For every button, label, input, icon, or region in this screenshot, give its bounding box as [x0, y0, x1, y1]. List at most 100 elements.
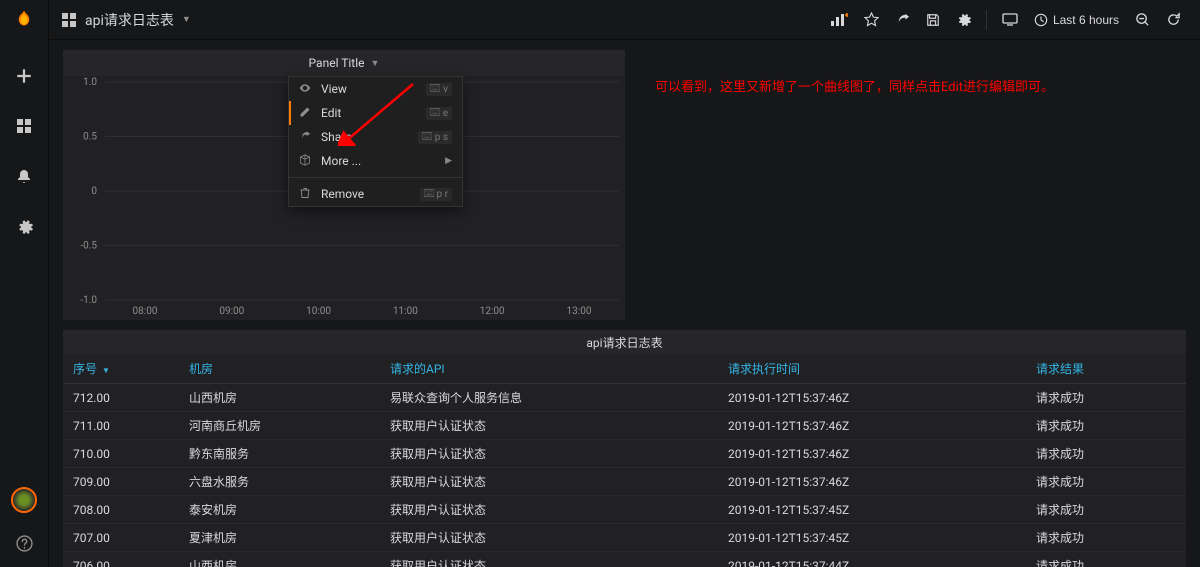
time-range-button[interactable]: Last 6 hours	[1027, 6, 1126, 34]
log-table: 序号 ▼机房请求的API请求执行时间请求结果 712.00山西机房易联众查询个人…	[63, 354, 1186, 567]
cycle-view-button[interactable]	[995, 6, 1025, 34]
zoom-out-button[interactable]	[1128, 6, 1157, 34]
help-icon[interactable]	[14, 533, 34, 553]
table-cell: 2019-01-12T15:37:45Z	[718, 524, 1026, 552]
kbd-hint: p s	[418, 131, 452, 144]
svg-text:11:00: 11:00	[393, 306, 418, 317]
table-cell: 2019-01-12T15:37:45Z	[718, 496, 1026, 524]
table-cell: 2019-01-12T15:37:46Z	[718, 412, 1026, 440]
star-button[interactable]	[857, 6, 886, 34]
table-cell: 山西机房	[179, 384, 380, 412]
menu-item-remove[interactable]: Remove p r	[289, 182, 462, 206]
table-cell: 请求成功	[1026, 384, 1186, 412]
table-cell: 获取用户认证状态	[380, 524, 718, 552]
table-row[interactable]: 711.00河南商丘机房获取用户认证状态2019-01-12T15:37:46Z…	[63, 412, 1186, 440]
annotation-text: 可以看到，这里又新增了一个曲线图了，同样点击Edit进行编辑即可。	[635, 50, 1186, 320]
left-nav	[0, 0, 49, 567]
menu-item-label: Remove	[321, 187, 410, 201]
menu-item-label: Share	[321, 130, 408, 144]
content: Panel Title ▼ 1.00.50-0.5-1.0 08:0009:00…	[49, 40, 1200, 567]
table-cell: 请求成功	[1026, 440, 1186, 468]
panel-header[interactable]: Panel Title ▼	[63, 50, 625, 76]
menu-item-view[interactable]: Viewv	[289, 77, 462, 101]
table-cell: 夏津机房	[179, 524, 380, 552]
dashboard-icon	[61, 12, 77, 28]
table-cell: 2019-01-12T15:37:46Z	[718, 468, 1026, 496]
settings-button[interactable]	[949, 6, 978, 34]
table-cell: 请求成功	[1026, 468, 1186, 496]
menu-item-more[interactable]: More ... ▶	[289, 149, 462, 173]
add-panel-button[interactable]	[823, 6, 855, 34]
share-button[interactable]	[888, 6, 917, 34]
gear-icon[interactable]	[14, 216, 34, 236]
dashboard-title-text: api请求日志表	[85, 10, 174, 30]
menu-item-share[interactable]: Share p s	[289, 125, 462, 149]
table-cell: 711.00	[63, 412, 179, 440]
bell-icon[interactable]	[14, 166, 34, 186]
table-row[interactable]: 706.00山西机房获取用户认证状态2019-01-12T15:37:44Z请求…	[63, 552, 1186, 567]
table-panel-title[interactable]: api请求日志表	[63, 330, 1186, 354]
menu-item-label: Edit	[321, 106, 416, 120]
refresh-button[interactable]	[1159, 6, 1188, 34]
avatar[interactable]	[11, 487, 37, 513]
cube-icon	[299, 154, 311, 169]
kbd-hint: v	[426, 83, 452, 96]
grid-icon[interactable]	[14, 116, 34, 136]
table-cell: 请求成功	[1026, 524, 1186, 552]
chevron-down-icon: ▼	[182, 14, 191, 25]
table-row[interactable]: 710.00黔东南服务获取用户认证状态2019-01-12T15:37:46Z请…	[63, 440, 1186, 468]
save-button[interactable]	[919, 6, 947, 34]
svg-text:-1.0: -1.0	[80, 295, 97, 306]
svg-text:13:00: 13:00	[567, 306, 592, 317]
kbd-hint: p r	[420, 188, 452, 201]
table-cell: 2019-01-12T15:37:44Z	[718, 552, 1026, 567]
panel-title: Panel Title	[309, 56, 365, 70]
graph-panel: Panel Title ▼ 1.00.50-0.5-1.0 08:0009:00…	[63, 50, 625, 320]
table-cell: 泰安机房	[179, 496, 380, 524]
main: api请求日志表 ▼	[49, 0, 1200, 567]
sort-desc-icon: ▼	[102, 366, 110, 375]
table-cell: 707.00	[63, 524, 179, 552]
kbd-hint: e	[426, 107, 452, 120]
table-row[interactable]: 708.00泰安机房获取用户认证状态2019-01-12T15:37:45Z请求…	[63, 496, 1186, 524]
svg-text:09:00: 09:00	[219, 306, 244, 317]
table-cell: 2019-01-12T15:37:46Z	[718, 384, 1026, 412]
menu-item-edit[interactable]: Edite	[289, 101, 462, 125]
menu-item-label: View	[321, 82, 416, 96]
svg-text:12:00: 12:00	[480, 306, 505, 317]
panel-menu: ViewvEditeSharep sMore ...▶Removep r	[288, 76, 463, 207]
table-row[interactable]: 707.00夏津机房获取用户认证状态2019-01-12T15:37:45Z请求…	[63, 524, 1186, 552]
svg-text:0.5: 0.5	[83, 132, 97, 143]
dashboard-title[interactable]: api请求日志表 ▼	[61, 10, 191, 30]
divider	[986, 10, 987, 30]
table-row[interactable]: 712.00山西机房易联众查询个人服务信息2019-01-12T15:37:46…	[63, 384, 1186, 412]
column-header-time[interactable]: 请求执行时间	[718, 354, 1026, 384]
top-bar: api请求日志表 ▼	[49, 0, 1200, 40]
grafana-logo[interactable]	[10, 8, 38, 36]
column-header-room[interactable]: 机房	[179, 354, 380, 384]
chevron-right-icon: ▶	[445, 156, 452, 166]
column-header-seq[interactable]: 序号 ▼	[63, 354, 179, 384]
row-1: Panel Title ▼ 1.00.50-0.5-1.0 08:0009:00…	[63, 50, 1186, 320]
column-header-api[interactable]: 请求的API	[380, 354, 718, 384]
column-header-res[interactable]: 请求结果	[1026, 354, 1186, 384]
share-icon	[299, 130, 311, 145]
table-panel: api请求日志表 序号 ▼机房请求的API请求执行时间请求结果 712.00山西…	[63, 330, 1186, 567]
chevron-down-icon: ▼	[371, 58, 380, 69]
table-cell: 河南商丘机房	[179, 412, 380, 440]
pencil-icon	[299, 106, 311, 121]
menu-item-label: More ...	[321, 154, 435, 168]
eye-icon	[299, 82, 311, 97]
plus-icon[interactable]	[14, 66, 34, 86]
table-cell: 请求成功	[1026, 496, 1186, 524]
table-row[interactable]: 709.00六盘水服务获取用户认证状态2019-01-12T15:37:46Z请…	[63, 468, 1186, 496]
top-actions: Last 6 hours	[823, 6, 1188, 34]
table-cell: 获取用户认证状态	[380, 552, 718, 567]
table-cell: 706.00	[63, 552, 179, 567]
table-cell: 获取用户认证状态	[380, 496, 718, 524]
table-cell: 山西机房	[179, 552, 380, 567]
svg-text:08:00: 08:00	[133, 306, 158, 317]
svg-text:1.0: 1.0	[83, 77, 97, 88]
table-cell: 708.00	[63, 496, 179, 524]
table-cell: 黔东南服务	[179, 440, 380, 468]
